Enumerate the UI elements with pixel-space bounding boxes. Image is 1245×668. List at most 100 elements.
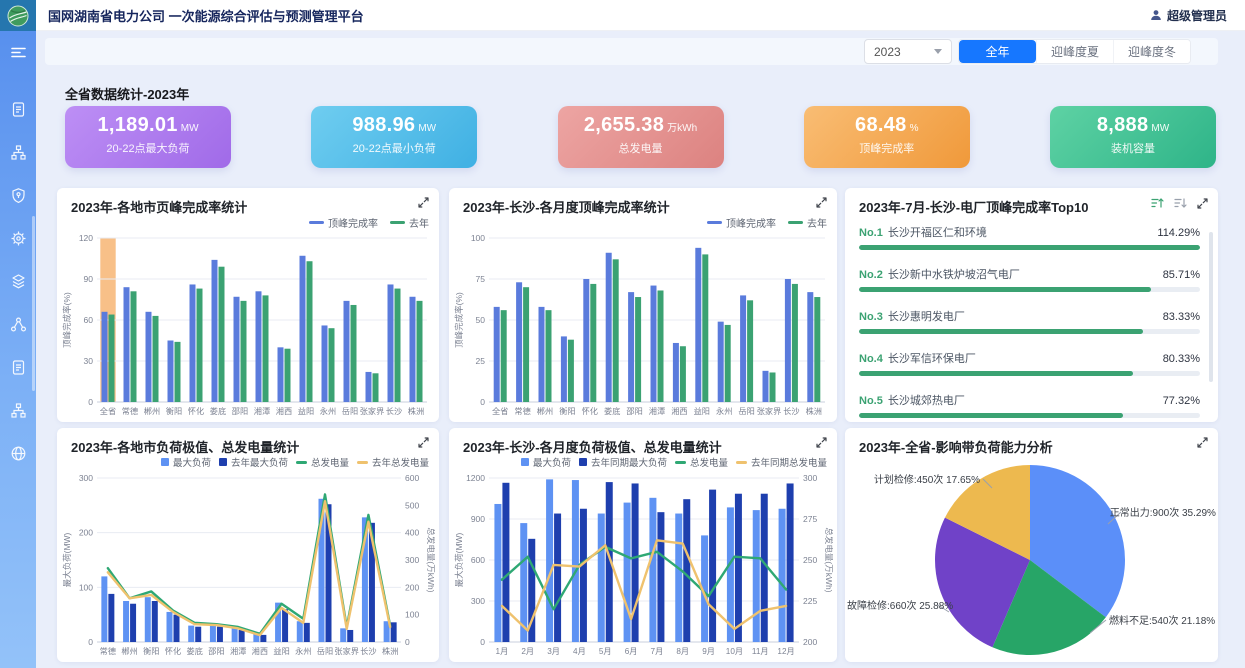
svg-text:200: 200 [79,528,93,538]
expand-icon[interactable] [816,197,827,208]
kpi-value-row: 68.48% [804,114,970,137]
period-tab-迎峰度夏[interactable]: 迎峰度夏 [1036,40,1113,63]
sort-descending-icon[interactable] [1174,197,1187,209]
ranking-row-text: No.5 长沙城郊热电厂 77.32% [859,392,1200,408]
kpi-unit: MW [418,123,437,134]
ranking-row[interactable]: No.4 长沙军信环保电厂 80.33% [859,350,1200,376]
ranking-row-text: No.4 长沙军信环保电厂 80.33% [859,350,1200,366]
sidebar-item-topology[interactable] [0,309,36,339]
pie-chart-canvas[interactable]: 正常出力:900次 35.29% 燃料不足:540次 21.18% 故障检修:660… [845,428,1218,667]
sidebar-item-report-2[interactable] [0,352,36,382]
svg-text:1月: 1月 [496,647,509,656]
legend-item[interactable]: 去年 [788,215,827,230]
legend-item[interactable]: 去年 [390,215,429,230]
legend-label: 去年 [807,219,827,230]
svg-text:郴州: 郴州 [144,407,160,416]
combo-chart-canvas[interactable]: 0 300 600 900 1200 200 225 250 275 300 1月 2月 3月 4月 5月 6… [453,472,834,663]
svg-text:株洲: 株洲 [408,406,424,416]
ranking-bar-fill [859,413,1123,418]
svg-text:120: 120 [79,233,93,243]
legend-item[interactable]: 最大负荷 [160,455,211,469]
legend-marker [735,460,747,464]
svg-text:90: 90 [84,274,94,284]
svg-text:衡阳: 衡阳 [166,406,182,416]
globe-icon [11,446,25,460]
bar-chart-canvas[interactable]: 0 25 50 75 100 全省 常德 郴州 衡阳 怀化 娄底 邵阳 湘潭 湘西 益阳 永州 岳阳 张家界 长沙株… [453,232,833,423]
legend-item[interactable]: 总发电量 [674,455,728,469]
svg-text:怀化: 怀化 [582,406,598,416]
legend-item[interactable]: 最大负荷 [520,455,571,469]
ranking-row[interactable]: No.2 长沙新中水铁炉坡沼气电厂 85.71% [859,266,1200,292]
page-title: 国网湖南省电力公司 一次能源综合评估与预测管理平台 [48,8,364,24]
kpi-value: 1,189.01 [97,114,178,136]
kpi-card: 988.96 MW 20-22点最小负荷 [311,106,478,168]
kpi-label: 装机容量 [1111,143,1155,155]
kpi-value-row: 988.96 MW [311,114,477,137]
ranking-bar-track [859,245,1200,250]
svg-text:长沙: 长沙 [386,406,402,416]
legend-item[interactable]: 去年同期总发电量 [735,455,827,469]
kpi-unit: MW [1151,123,1170,134]
ranking-bar-fill [859,245,1200,250]
sidebar-item-settings[interactable] [0,223,36,253]
panel-title: 2023年-7月-长沙-电厂顶峰完成率Top10 [859,200,1089,215]
svg-text:永州: 永州 [295,646,311,656]
ranking-row[interactable]: No.5 长沙城郊热电厂 77.32% [859,392,1200,418]
combo-chart-canvas[interactable]: 0 100 200 300 0 100 200 300 400 500 600 常德 郴州 衡阳 怀化 娄底邵… [61,472,436,663]
year-select[interactable]: 2023 [864,39,952,64]
legend-item[interactable]: 总发电量 [295,455,349,469]
svg-text:益阳: 益阳 [298,406,314,416]
legend-item[interactable]: 去年最大负荷 [218,455,288,469]
sidebar-item-network[interactable] [0,438,36,468]
svg-text:永州: 永州 [320,406,336,416]
ranking-row[interactable]: No.3 长沙惠明发电厂 83.33% [859,308,1200,334]
expand-icon[interactable] [1197,197,1208,209]
ranking-row-text: No.2 长沙新中水铁炉坡沼气电厂 85.71% [859,266,1200,282]
expand-icon[interactable] [418,437,429,448]
svg-text:故障检修:660次 25.88%: 故障检修:660次 25.88% [847,599,953,612]
legend-item[interactable]: 去年总发电量 [356,455,429,469]
sidebar-item-security[interactable] [0,180,36,210]
expand-icon[interactable] [1197,437,1208,448]
svg-text:长沙: 长沙 [783,406,799,416]
expand-icon[interactable] [418,197,429,208]
svg-text:4月: 4月 [573,647,586,656]
period-tab-全年[interactable]: 全年 [959,40,1036,63]
kpi-value: 68.48 [855,114,907,136]
svg-text:25: 25 [476,356,486,366]
svg-text:全省: 全省 [492,406,508,416]
ranking-list: No.1 长沙开福区仁和环境 114.29% No.2 长沙新中水铁炉坡沼气电厂 85.7… [859,224,1200,434]
svg-text:75: 75 [476,274,486,284]
sidebar-item-structure-2[interactable] [0,395,36,425]
svg-text:岳阳: 岳阳 [738,406,754,416]
legend-marker [356,460,368,464]
period-tab-迎峰度冬[interactable]: 迎峰度冬 [1113,40,1190,63]
expand-icon[interactable] [816,437,827,448]
svg-text:9月: 9月 [702,647,715,656]
kpi-unit: % [909,123,919,134]
svg-text:10月: 10月 [726,647,743,656]
app-logo [0,0,36,31]
svg-text:50: 50 [476,315,486,325]
legend-item[interactable]: 顶峰完成率 [707,215,776,230]
top10-scrollbar[interactable] [1209,232,1213,382]
bar-chart-canvas[interactable]: 0 30 60 90 120 全省 常德 郴州 衡阳 怀化 娄底 邵阳 湘潭 湘西 益阳 永州 岳阳 张家界 长沙株… [61,232,435,423]
sidebar-item-report[interactable] [0,94,36,124]
user-menu[interactable]: 超级管理员 [1150,7,1227,24]
svg-text:600: 600 [471,555,485,565]
legend-marker [390,221,405,224]
sidebar-item-structure[interactable] [0,137,36,167]
legend-marker [218,458,227,466]
sidebar-scrollbar[interactable] [32,216,35,391]
kpi-unit: MW [180,123,199,134]
legend-label: 最大负荷 [172,458,211,469]
legend-item[interactable]: 去年同期最大负荷 [578,455,667,469]
legend-item[interactable]: 顶峰完成率 [309,215,378,230]
sidebar [0,31,36,668]
kpi-label: 顶峰完成率 [859,143,915,155]
sort-ascending-icon[interactable] [1151,197,1164,209]
ranking-row[interactable]: No.1 长沙开福区仁和环境 114.29% [859,224,1200,250]
sidebar-item-data-layers[interactable] [0,266,36,296]
sidebar-menu-toggle[interactable] [0,37,36,67]
legend-marker [295,460,307,464]
